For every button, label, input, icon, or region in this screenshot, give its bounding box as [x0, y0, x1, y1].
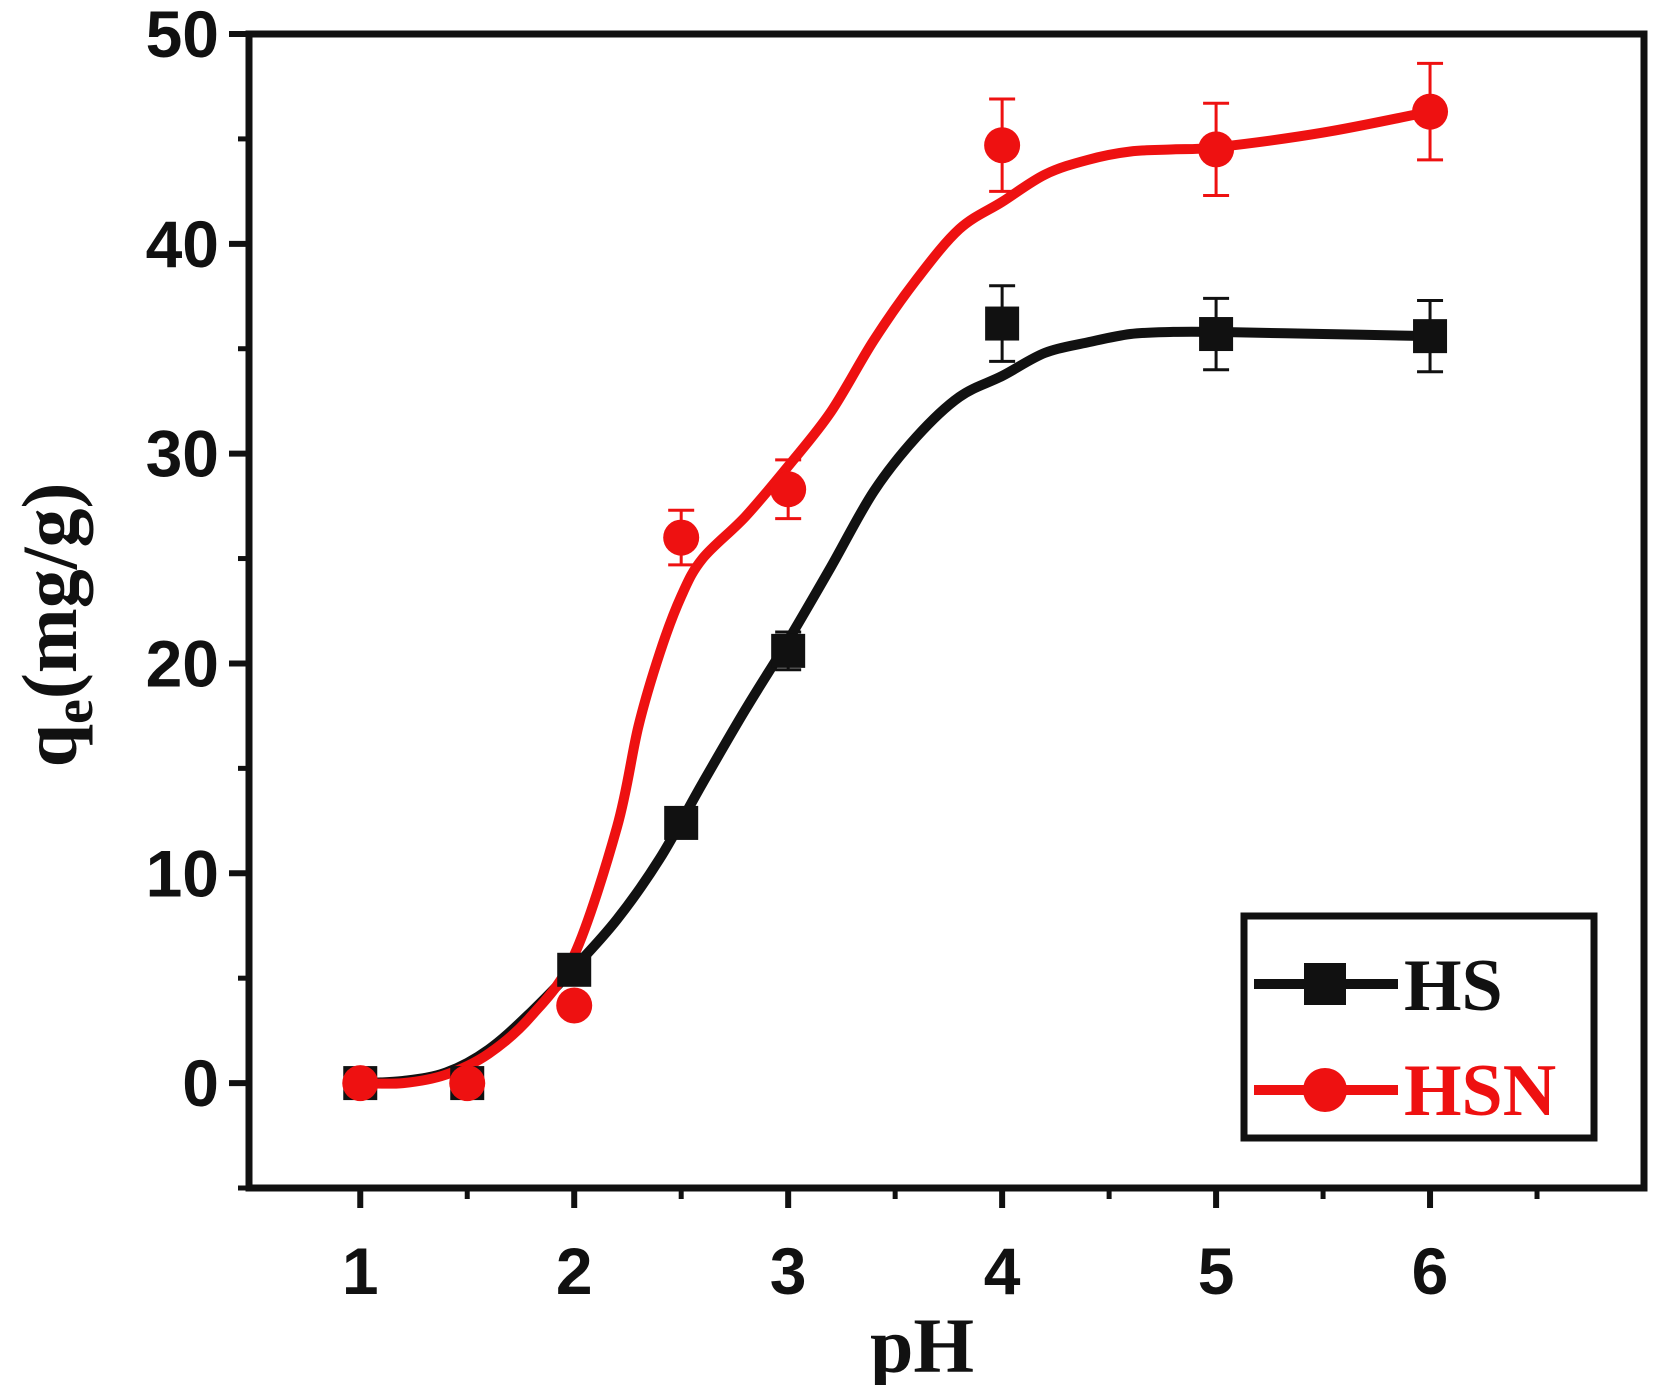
- y-axis-title-main: q: [6, 724, 93, 767]
- svg-text:qe(mg/g): qe(mg/g): [6, 483, 105, 768]
- y-axis-title: qe(mg/g): [6, 483, 105, 768]
- y-tick-label: 40: [146, 207, 219, 281]
- marker-hs: [664, 805, 699, 840]
- marker-hs: [1199, 317, 1234, 352]
- x-tick-label: 2: [556, 1234, 593, 1308]
- legend-entry-hs: HS: [1254, 945, 1503, 1027]
- x-axis-title: pH: [870, 1302, 974, 1385]
- y-tick-label: 20: [146, 626, 219, 700]
- x-tick-label: 6: [1412, 1234, 1449, 1308]
- marker-hsn: [663, 519, 700, 556]
- legend-hsn-label: HSN: [1404, 1050, 1556, 1132]
- x-tick-label: 5: [1198, 1234, 1235, 1308]
- y-axis-title-subscript: e: [43, 699, 105, 724]
- error-bars: [668, 61, 1444, 672]
- marker-hs: [557, 952, 592, 987]
- y-tick-label: 0: [182, 1046, 219, 1120]
- data-markers: [342, 93, 1449, 1102]
- marker-hsn: [556, 987, 593, 1024]
- plot-frame: [245, 30, 1648, 1192]
- legend-entry-hsn: HSN: [1254, 1050, 1556, 1132]
- marker-hs: [771, 633, 806, 668]
- marker-hsn: [770, 471, 807, 508]
- legend-hsn-marker: [1303, 1068, 1347, 1112]
- marker-hsn: [1198, 131, 1235, 168]
- marker-hsn: [1412, 93, 1449, 130]
- y-tick-label: 30: [146, 417, 219, 491]
- legend: HS HSN: [1240, 912, 1598, 1142]
- marker-hs: [985, 306, 1020, 341]
- legend-hs-marker: [1304, 963, 1346, 1005]
- marker-hsn: [342, 1065, 379, 1102]
- y-axis-title-unit: (mg/g): [6, 483, 93, 700]
- tick-labels: 1 2 3 4 5 6 0 10 20 30 40 50: [146, 0, 1449, 1308]
- y-tick-label: 50: [146, 0, 219, 71]
- legend-hs-label: HS: [1404, 945, 1503, 1027]
- legend-box: [1240, 912, 1598, 1142]
- x-tick-label: 3: [770, 1234, 807, 1308]
- x-tick-label: 1: [342, 1234, 379, 1308]
- marker-hsn: [449, 1065, 486, 1102]
- x-tick-label: 4: [984, 1234, 1021, 1308]
- marker-hs: [1413, 319, 1448, 354]
- marker-hsn: [984, 127, 1021, 164]
- y-tick-label: 10: [146, 836, 219, 910]
